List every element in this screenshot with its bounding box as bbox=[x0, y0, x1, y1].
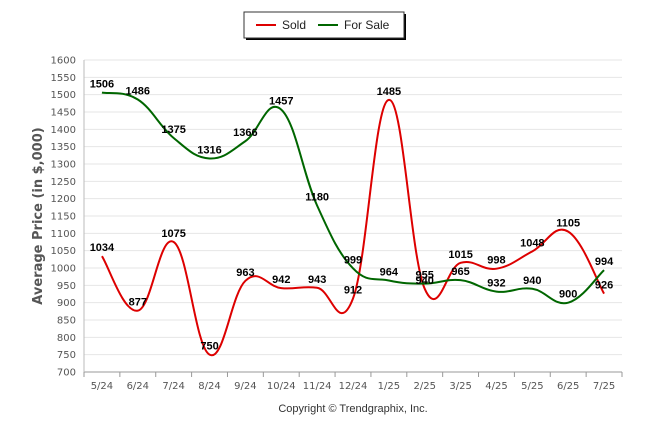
x-tick-label: 9/24 bbox=[234, 381, 256, 392]
y-tick-label: 1550 bbox=[51, 73, 76, 84]
data-label-sold: 1485 bbox=[377, 86, 401, 98]
data-label-for-sale: 1457 bbox=[269, 96, 293, 108]
y-tick-label: 850 bbox=[57, 316, 76, 327]
x-tick-label: 10/24 bbox=[267, 381, 296, 392]
data-label-sold: 998 bbox=[487, 255, 505, 267]
y-tick-label: 1400 bbox=[51, 125, 76, 136]
data-label-for-sale: 955 bbox=[416, 270, 434, 282]
data-label-for-sale: 999 bbox=[344, 254, 362, 266]
data-label-for-sale: 900 bbox=[559, 289, 577, 301]
data-label-for-sale: 994 bbox=[595, 256, 614, 268]
x-tick-label: 12/24 bbox=[339, 381, 368, 392]
y-tick-label: 900 bbox=[57, 298, 76, 309]
y-tick-label: 700 bbox=[57, 368, 76, 379]
x-tick-label: 2/25 bbox=[413, 381, 435, 392]
data-label-sold: 750 bbox=[200, 341, 218, 353]
data-label-sold: 1075 bbox=[161, 228, 185, 240]
y-tick-label: 1200 bbox=[51, 194, 76, 205]
y-tick-label: 1000 bbox=[51, 264, 76, 275]
y-tick-label: 950 bbox=[57, 281, 76, 292]
x-axis: 5/24 6/24 7/24 8/24 9/24 10/24 11/24 12/24 1/25 2… bbox=[83, 371, 623, 392]
grid-lines bbox=[84, 59, 622, 373]
data-label-sold: 912 bbox=[344, 285, 362, 297]
data-label-for-sale: 1180 bbox=[305, 192, 329, 204]
data-label-sold: 943 bbox=[308, 274, 326, 286]
x-tick-label: 1/25 bbox=[378, 381, 400, 392]
data-label-for-sale: 1316 bbox=[197, 144, 221, 156]
data-labels: 1034 877 1075 750 963 942 943 912 1485 940 1015 998… bbox=[90, 79, 614, 353]
series-line-sold bbox=[101, 98, 605, 356]
series-line-for-sale bbox=[101, 91, 605, 305]
x-tick-label: 7/24 bbox=[162, 381, 184, 392]
y-tick-label: 1350 bbox=[51, 142, 76, 153]
x-tick-label: 5/24 bbox=[91, 381, 113, 392]
y-tick-label: 800 bbox=[57, 333, 76, 344]
data-label-sold: 942 bbox=[272, 274, 290, 286]
copyright-credit: Copyright © Trendgraphix, Inc. bbox=[278, 403, 427, 415]
y-axis-title: Average Price (in $,000) bbox=[31, 127, 46, 304]
y-tick-label: 1150 bbox=[51, 212, 76, 223]
x-tick-label: 11/24 bbox=[303, 381, 332, 392]
legend-label-for-sale: For Sale bbox=[344, 18, 390, 32]
data-label-for-sale: 964 bbox=[380, 266, 399, 278]
y-tick-label: 1450 bbox=[51, 108, 76, 119]
y-tick-label: 1600 bbox=[51, 56, 76, 67]
data-label-sold: 926 bbox=[595, 280, 613, 292]
x-tick-label: 7/25 bbox=[593, 381, 615, 392]
data-label-for-sale: 1375 bbox=[161, 124, 185, 136]
data-label-for-sale: 932 bbox=[487, 278, 505, 290]
legend: Sold For Sale bbox=[243, 11, 406, 40]
x-tick-label: 5/25 bbox=[521, 381, 543, 392]
x-tick-label: 6/24 bbox=[127, 381, 149, 392]
data-label-for-sale: 1486 bbox=[126, 86, 150, 98]
data-label-sold: 963 bbox=[236, 267, 254, 279]
x-tick-label: 3/25 bbox=[449, 381, 471, 392]
series-lines bbox=[101, 91, 605, 356]
x-tick-label: 8/24 bbox=[198, 381, 220, 392]
data-label-for-sale: 1506 bbox=[90, 79, 114, 91]
x-tick-label: 6/25 bbox=[557, 381, 579, 392]
data-label-for-sale: 965 bbox=[451, 266, 469, 278]
data-label-sold: 1105 bbox=[556, 218, 580, 230]
data-label-sold: 1015 bbox=[448, 249, 472, 261]
legend-label-sold: Sold bbox=[282, 18, 306, 32]
y-tick-label: 1500 bbox=[51, 90, 76, 101]
x-tick-label: 4/25 bbox=[485, 381, 507, 392]
y-tick-label: 1100 bbox=[51, 229, 76, 240]
data-label-for-sale: 940 bbox=[523, 275, 541, 287]
y-tick-label: 1050 bbox=[51, 246, 76, 257]
data-label-sold: 877 bbox=[129, 297, 147, 309]
y-tick-label: 750 bbox=[57, 350, 76, 361]
data-label-sold: 1048 bbox=[520, 237, 544, 249]
y-axis: 700 750 800 850 900 950 1000 1050 1100 1150 1200 12… bbox=[51, 56, 85, 379]
y-tick-label: 1250 bbox=[51, 177, 76, 188]
data-label-sold: 940 bbox=[416, 275, 434, 287]
data-label-for-sale: 1366 bbox=[233, 127, 257, 139]
y-tick-label: 1300 bbox=[51, 160, 76, 171]
data-label-sold: 1034 bbox=[90, 242, 115, 254]
